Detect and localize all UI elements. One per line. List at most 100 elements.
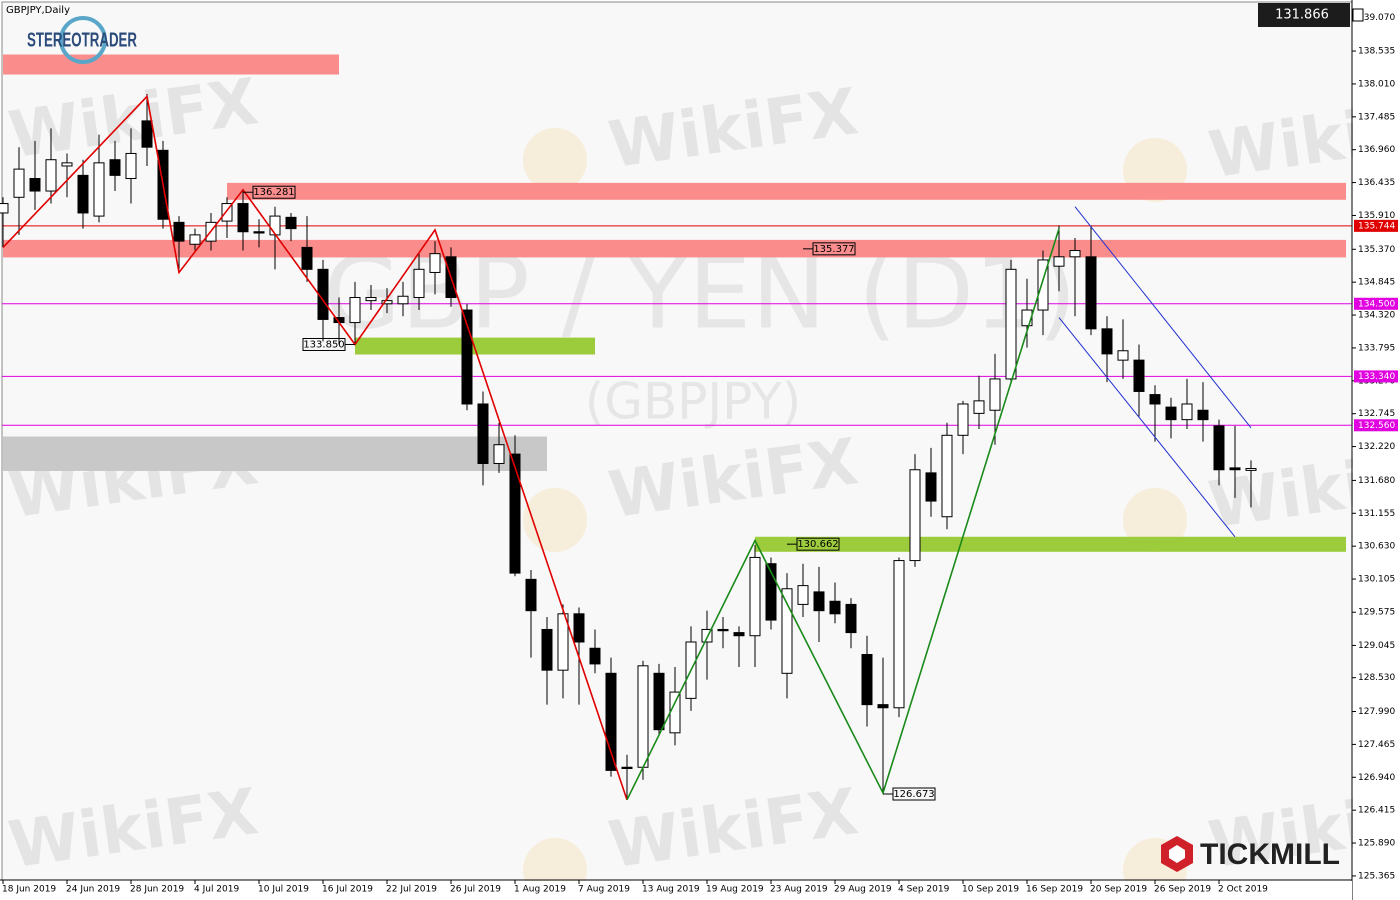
candle [893, 557, 905, 718]
candle [381, 288, 393, 314]
level-label: 133.340 [1358, 372, 1395, 382]
level-tag [1354, 370, 1398, 383]
candle [1245, 460, 1257, 508]
watermark-icon [523, 488, 587, 552]
annotation-label: 130.662 [797, 539, 838, 550]
candle [829, 582, 841, 624]
y-tick-label: 136.960 [1358, 145, 1395, 155]
candle [1085, 225, 1097, 336]
candle [349, 281, 361, 345]
x-tick-label: 24 Jun 2019 [66, 885, 120, 895]
tickmill-logo: TICKMILL [1161, 836, 1340, 872]
candle-body [701, 628, 713, 643]
annotation-label: 135.377 [813, 244, 854, 255]
candle-body [397, 295, 409, 305]
x-tick-label: 26 Jul 2019 [450, 885, 501, 895]
x-axis-panel [0, 881, 1352, 900]
candle [701, 610, 713, 680]
candle-body [1069, 250, 1081, 258]
candle [1213, 419, 1225, 486]
y-tick-label: 126.940 [1358, 773, 1395, 783]
candle-body [1197, 409, 1209, 421]
candle [973, 375, 985, 430]
candle-body [93, 162, 105, 217]
zigzag [626, 228, 1060, 801]
candle [493, 422, 505, 473]
candle [413, 253, 425, 311]
annotation-label: 136.281 [253, 187, 294, 198]
candle-body [829, 600, 841, 615]
candle-body [413, 268, 425, 299]
candle-body [349, 297, 361, 324]
watermark-subtitle: (GBPJPY) [585, 373, 802, 431]
x-tick-label: 20 Sep 2019 [1090, 885, 1147, 895]
candle-body [941, 434, 953, 518]
candle [173, 216, 185, 270]
candle [765, 557, 777, 630]
candle-body [381, 300, 393, 305]
current-price-box [1258, 3, 1350, 27]
candle-body [749, 556, 761, 637]
candle [861, 635, 873, 727]
candle [1181, 378, 1193, 430]
y-tick-label: 133.795 [1358, 343, 1395, 353]
candle [957, 400, 969, 455]
x-tick-label: 29 Aug 2019 [834, 885, 892, 895]
candle [13, 147, 25, 235]
zone [227, 182, 1346, 200]
candle-body [1053, 256, 1065, 267]
y-tick-label: 139.070 [1358, 13, 1395, 23]
candle [221, 197, 233, 239]
annotation-box [252, 185, 296, 199]
channel-line [1058, 317, 1236, 538]
candle-body [589, 647, 601, 665]
y-tick-label: 135.910 [1358, 211, 1395, 221]
candle-body [717, 628, 729, 632]
candle [397, 281, 409, 317]
candle-body [429, 253, 441, 273]
axis-panel [1353, 0, 1400, 900]
y-tick-label: 129.045 [1358, 641, 1395, 651]
candle-body [1165, 406, 1177, 421]
candle [61, 153, 73, 198]
candle [733, 626, 745, 668]
candle [0, 197, 9, 248]
y-tick-label: 134.845 [1358, 278, 1395, 288]
candle-body [1149, 394, 1161, 405]
candle-body [1181, 403, 1193, 421]
candle [749, 544, 761, 668]
y-tick-label: 132.745 [1358, 409, 1395, 419]
candle-body [61, 162, 73, 167]
candle [301, 216, 313, 282]
candle [1069, 238, 1081, 317]
candle [941, 422, 953, 530]
candle [45, 128, 57, 204]
x-tick-label: 26 Sep 2019 [1154, 885, 1211, 895]
candle [365, 284, 377, 311]
candle-body [637, 665, 649, 768]
candle-body [1037, 259, 1049, 311]
candle [141, 93, 153, 166]
candle-body [221, 203, 233, 222]
candle-body [957, 403, 969, 436]
candle-body [1213, 425, 1225, 471]
candle [461, 303, 473, 411]
candle-body [813, 591, 825, 612]
candle-body [125, 152, 137, 180]
x-tick-label: 10 Sep 2019 [962, 885, 1019, 895]
logo-text: STEREOTRADER [27, 29, 137, 51]
candle-body [1005, 268, 1017, 380]
candle [925, 447, 937, 517]
candle-body [861, 654, 873, 706]
annotation-box [812, 242, 856, 256]
x-tick-label: 19 Aug 2019 [706, 885, 764, 895]
x-tick-label: 16 Jul 2019 [322, 885, 373, 895]
candle [1053, 225, 1065, 292]
candle-body [733, 632, 745, 637]
x-tick-label: 10 Jul 2019 [258, 885, 309, 895]
candle-body [893, 560, 905, 709]
chart-title: GBPJPY,Daily [6, 5, 70, 16]
candle-body [797, 585, 809, 605]
current-price-tag [1352, 8, 1364, 22]
